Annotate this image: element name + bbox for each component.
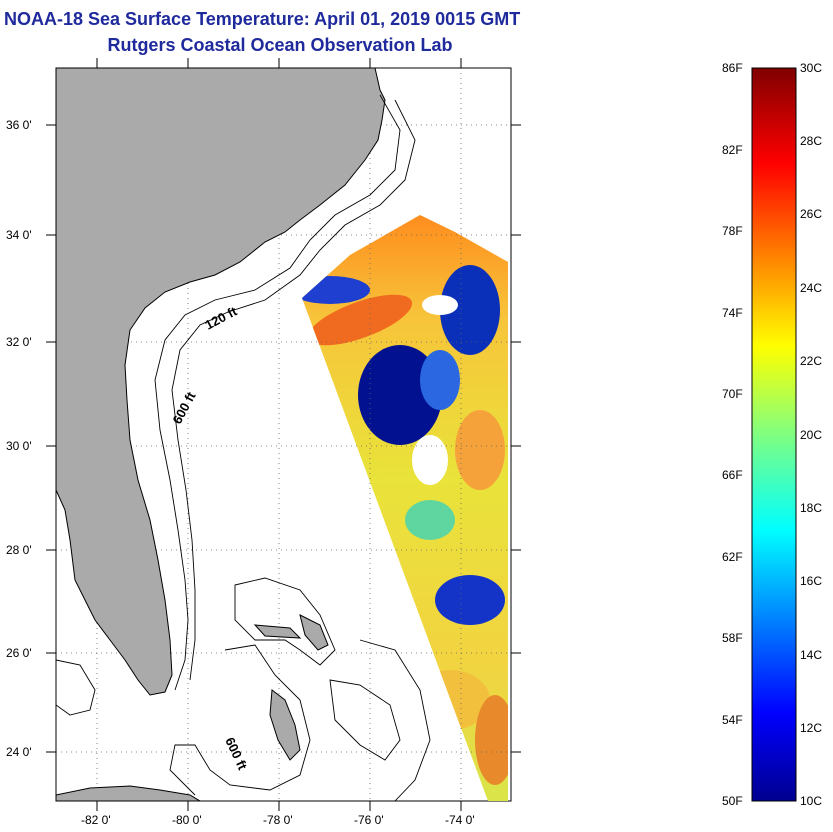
cuba (56, 785, 201, 801)
colorbar-f-label: 70F (722, 387, 743, 401)
colorbar-f-label: 78F (722, 224, 743, 238)
lat-label-36: 36 0' (6, 118, 32, 132)
lon-label-82: -82 0' (81, 813, 111, 827)
colorbar-c-label: 18C (800, 501, 823, 515)
map-title: NOAA-18 Sea Surface Temperature: April 0… (4, 9, 521, 29)
lat-label-32: 32 0' (6, 335, 32, 349)
colorbar-f-label: 74F (722, 306, 743, 320)
land-mass (56, 68, 386, 696)
andros-island (269, 689, 301, 761)
grand-bahama (253, 624, 302, 639)
bathymetry-contours (56, 94, 431, 801)
colorbar-c-label: 12C (800, 721, 823, 735)
axis-ticks (46, 58, 521, 811)
lon-label-76: -76 0' (354, 813, 384, 827)
colorbar-f-label: 58F (722, 631, 743, 645)
colorbar-c-label: 14C (800, 648, 823, 662)
colorbar (751, 67, 797, 802)
map-subtitle: Rutgers Coastal Ocean Observation Lab (107, 35, 453, 55)
colorbar-c-label: 22C (800, 354, 823, 368)
lat-label-28: 28 0' (6, 543, 32, 557)
colorbar-f-label: 54F (722, 713, 743, 727)
lat-label-34: 34 0' (6, 228, 32, 242)
lon-label-74: -74 0' (445, 813, 475, 827)
colorbar-f-label: 86F (722, 61, 743, 75)
colorbar-f-label: 62F (722, 550, 743, 564)
lat-label-24: 24 0' (6, 745, 32, 759)
lat-label-26: 26 0' (6, 646, 32, 660)
colorbar-c-label: 26C (800, 207, 823, 221)
colorbar-c-label: 20C (800, 428, 823, 442)
colorbar-c-label: 16C (800, 574, 823, 588)
colorbar-c-label: 10C (800, 794, 823, 808)
colorbar-f-label: 50F (722, 794, 743, 808)
colorbar-f-label: 82F (722, 143, 743, 157)
colorbar-c-label: 30C (800, 61, 823, 75)
colorbar-f-label: 66F (722, 468, 743, 482)
lat-label-30: 30 0' (6, 439, 32, 453)
lon-label-80: -80 0' (172, 813, 202, 827)
abaco-island (299, 614, 329, 651)
lon-label-78: -78 0' (263, 813, 293, 827)
colorbar-c-label: 24C (800, 281, 823, 295)
colorbar-c-label: 28C (800, 134, 823, 148)
